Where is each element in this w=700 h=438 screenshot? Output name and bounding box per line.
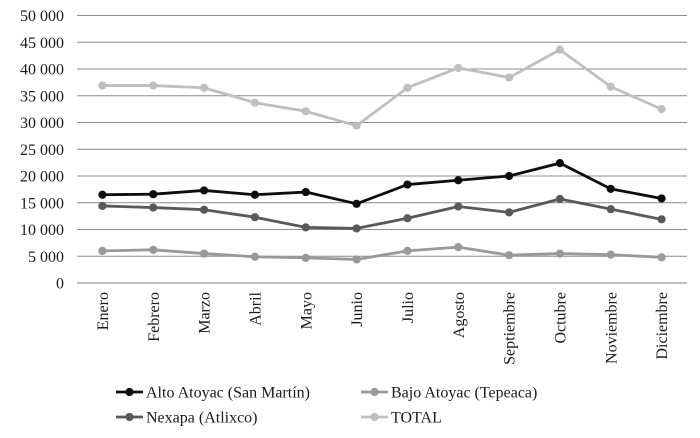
data-point-alto-atoyac-san-martin-septiembre — [504, 171, 514, 181]
legend-marker-dot-alto-atoyac-san-martin — [125, 387, 134, 397]
data-point-nexapa-atlixco-agosto — [454, 202, 463, 211]
series-line-nexapa-atlixco — [101, 197, 663, 230]
data-point-total-enero — [98, 81, 107, 90]
x-axis-month-label: Julio — [400, 292, 417, 323]
y-axis-tick-label: 5 000 — [28, 249, 64, 266]
data-point-alto-atoyac-san-martin-abril — [250, 190, 260, 199]
x-axis-month-label: Agosto — [451, 292, 468, 338]
data-point-alto-atoyac-san-martin-marzo — [199, 186, 209, 195]
data-point-total-diciembre — [657, 105, 666, 114]
data-point-bajo-atoyac-tepeaca-agosto — [454, 243, 463, 252]
data-point-alto-atoyac-san-martin-noviembre — [606, 184, 615, 193]
data-point-alto-atoyac-san-martin-junio — [352, 199, 361, 208]
legend-label-nexapa-atlixco: Nexapa (Atlixco) — [146, 410, 258, 427]
y-axis-tick-label: 25 000 — [20, 142, 64, 159]
data-point-nexapa-atlixco-febrero — [149, 203, 158, 212]
legend-label-bajo-atoyac-tepeaca: Bajo Atoyac (Tepeaca) — [391, 385, 537, 402]
data-point-bajo-atoyac-tepeaca-diciembre — [657, 253, 666, 262]
data-point-total-marzo — [199, 83, 209, 92]
data-point-bajo-atoyac-tepeaca-marzo — [199, 249, 209, 258]
legend-label-total: TOTAL — [391, 410, 442, 427]
data-point-alto-atoyac-san-martin-diciembre — [657, 194, 666, 203]
data-point-total-octubre — [555, 45, 565, 54]
data-point-nexapa-atlixco-mayo — [301, 223, 310, 232]
data-point-alto-atoyac-san-martin-enero — [98, 190, 107, 199]
data-point-bajo-atoyac-tepeaca-septiembre — [504, 251, 514, 260]
series-line-alto-atoyac-san-martin — [101, 161, 663, 206]
data-point-nexapa-atlixco-octubre — [555, 194, 565, 204]
data-point-nexapa-atlixco-junio — [352, 224, 361, 233]
data-point-alto-atoyac-san-martin-julio — [403, 180, 412, 189]
legend-item-nexapa-atlixco: Nexapa (Atlixco) — [116, 410, 258, 427]
data-point-nexapa-atlixco-diciembre — [657, 215, 666, 224]
x-axis-month-label: Octubre — [552, 292, 569, 344]
data-point-total-abril — [250, 98, 260, 107]
data-point-alto-atoyac-san-martin-octubre — [555, 159, 565, 168]
data-point-nexapa-atlixco-septiembre — [504, 208, 514, 217]
y-axis-tick-label: 30 000 — [20, 115, 64, 132]
x-axis-month-label: Abril — [247, 291, 264, 325]
x-axis-month-label: Diciembre — [654, 292, 671, 360]
y-axis-tick-label: 10 000 — [20, 222, 64, 239]
data-point-nexapa-atlixco-julio — [403, 214, 412, 223]
data-point-bajo-atoyac-tepeaca-octubre — [555, 249, 565, 258]
legend-item-bajo-atoyac-tepeaca: Bajo Atoyac (Tepeaca) — [361, 385, 537, 402]
series-line-total — [101, 48, 663, 128]
legend-label-alto-atoyac-san-martin: Alto Atoyac (San Martín) — [146, 385, 310, 402]
y-axis-tick-label: 45 000 — [20, 35, 64, 52]
y-axis-tick-label: 50 000 — [20, 8, 64, 25]
data-point-alto-atoyac-san-martin-febrero — [149, 190, 158, 199]
x-axis-month-label: Enero — [95, 292, 112, 330]
data-point-total-noviembre — [606, 82, 615, 91]
y-axis-tick-label: 0 — [56, 276, 64, 293]
data-point-nexapa-atlixco-noviembre — [606, 205, 615, 214]
data-point-total-septiembre — [504, 73, 514, 82]
data-point-nexapa-atlixco-abril — [250, 213, 260, 222]
data-point-nexapa-atlixco-enero — [98, 201, 107, 211]
data-point-bajo-atoyac-tepeaca-enero — [98, 246, 107, 255]
data-point-alto-atoyac-san-martin-agosto — [454, 176, 463, 185]
data-point-total-junio — [352, 121, 361, 130]
data-point-total-febrero — [149, 81, 158, 90]
data-point-alto-atoyac-san-martin-mayo — [301, 187, 310, 197]
series-line-bajo-atoyac-tepeaca — [101, 245, 663, 261]
y-axis-tick-label: 15 000 — [20, 195, 64, 212]
y-axis-tick-label: 35 000 — [20, 88, 64, 105]
data-point-bajo-atoyac-tepeaca-noviembre — [606, 250, 615, 259]
x-axis-month-label: Noviembre — [603, 292, 620, 364]
data-point-bajo-atoyac-tepeaca-mayo — [301, 253, 310, 262]
data-point-bajo-atoyac-tepeaca-abril — [250, 252, 260, 261]
data-point-total-agosto — [454, 63, 463, 73]
data-point-total-mayo — [301, 107, 310, 116]
x-axis-month-label: Junio — [349, 292, 366, 327]
x-axis-month-label: Marzo — [197, 292, 214, 334]
data-point-bajo-atoyac-tepeaca-junio — [352, 255, 361, 264]
data-point-nexapa-atlixco-marzo — [199, 205, 209, 214]
legend-marker-dot-bajo-atoyac-tepeaca — [370, 387, 379, 397]
legend-item-total: TOTAL — [361, 410, 442, 427]
legend-item-alto-atoyac-san-martin: Alto Atoyac (San Martín) — [116, 385, 310, 402]
x-axis-month-label: Mayo — [298, 292, 315, 329]
y-axis-tick-label: 40 000 — [20, 62, 64, 79]
x-axis-month-label: Febrero — [146, 292, 163, 342]
legend-marker-dot-total — [370, 412, 379, 422]
x-axis-month-label: Septiembre — [502, 292, 519, 365]
data-point-bajo-atoyac-tepeaca-julio — [403, 246, 412, 255]
data-point-bajo-atoyac-tepeaca-febrero — [149, 245, 158, 254]
data-point-total-julio — [403, 83, 412, 92]
y-axis-tick-label: 20 000 — [20, 169, 64, 186]
legend-marker-dot-nexapa-atlixco — [125, 412, 134, 422]
